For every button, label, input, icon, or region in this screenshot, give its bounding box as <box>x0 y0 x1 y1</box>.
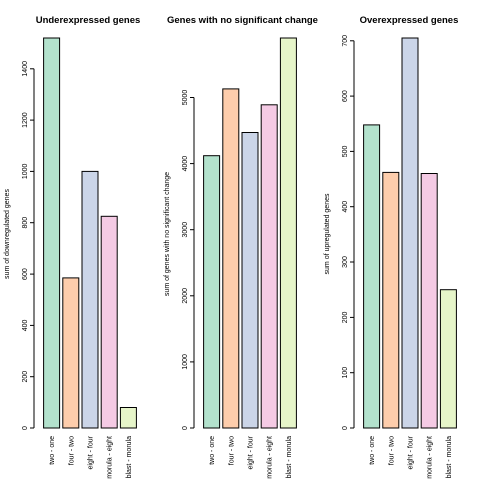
category-label: four - two <box>388 436 395 465</box>
y-tick-label: 1400 <box>22 61 29 77</box>
y-tick-label: 400 <box>342 201 349 213</box>
y-axis-label: sum of downregulated genes <box>4 189 11 279</box>
panel-overexpressed: Overexpressed genes sum of upregulated g… <box>324 15 458 479</box>
y-tick-label: 4000 <box>182 156 189 172</box>
bar <box>119 407 137 429</box>
y-axis-label: sum of genes with no significant change <box>164 172 171 296</box>
category-label: blast - morula <box>446 436 453 479</box>
category-label: morula - eight <box>427 436 434 479</box>
bar <box>363 124 381 429</box>
y-tick-label: 3000 <box>182 222 189 238</box>
bar <box>241 132 259 429</box>
category-label: morula - eight <box>107 436 114 479</box>
bar <box>62 277 80 429</box>
panel-underexpressed: Underexpressed genes sum of downregulate… <box>4 15 140 479</box>
y-tick-label: 0 <box>342 426 349 430</box>
category-label: four - two <box>68 436 75 465</box>
y-tick-label: 700 <box>342 35 349 47</box>
category-label: blast - morula <box>286 436 293 479</box>
y-tick-label: 100 <box>342 367 349 379</box>
y-tick-label: 800 <box>22 217 29 229</box>
y-tick-label: 600 <box>22 268 29 280</box>
plot-area: two - one four - two eight - four morula - … <box>22 37 137 479</box>
category-label: two - one <box>209 436 216 465</box>
y-tick-label: 1000 <box>182 354 189 370</box>
bar <box>382 171 400 429</box>
category-label: eight - four <box>408 435 415 469</box>
y-tick-label: 0 <box>182 426 189 430</box>
y-tick-label: 500 <box>342 145 349 157</box>
y-tick-label: 300 <box>342 256 349 268</box>
y-tick-label: 2000 <box>182 288 189 304</box>
category-label: two - one <box>369 436 376 465</box>
bar <box>81 170 99 429</box>
category-label: blast - morula <box>126 436 133 479</box>
y-tick-label: 600 <box>342 90 349 102</box>
panel-title: Underexpressed genes <box>36 15 141 26</box>
bar <box>100 215 118 429</box>
bar <box>279 37 297 429</box>
category-label: morula - eight <box>267 436 274 479</box>
bar <box>439 289 457 429</box>
panel-title: Genes with no significant change <box>167 15 318 26</box>
category-label: four - two <box>228 436 235 465</box>
y-tick-label: 200 <box>342 311 349 323</box>
bar <box>222 88 240 429</box>
bar <box>420 173 438 429</box>
y-axis-label: sum of upregulated genes <box>324 193 331 274</box>
y-tick-label: 1000 <box>22 164 29 180</box>
y-tick-label: 200 <box>22 371 29 383</box>
panel-title: Overexpressed genes <box>360 15 459 26</box>
bar <box>401 37 419 429</box>
category-label: eight - four <box>248 435 255 469</box>
category-label: two - one <box>49 436 56 465</box>
plot-area: two - one four - two eight - four morula - … <box>342 35 457 479</box>
bar <box>43 37 61 429</box>
bar <box>260 104 278 429</box>
plot-area: two - one four - two eight - four morula - … <box>182 37 297 479</box>
bar <box>203 155 221 429</box>
y-tick-label: 400 <box>22 319 29 331</box>
panel-no-significant-change: Genes with no significant change sum of … <box>164 15 318 479</box>
y-tick-label: 5000 <box>182 90 189 106</box>
y-tick-label: 1200 <box>22 112 29 128</box>
category-label: eight - four <box>88 435 95 469</box>
y-tick-label: 0 <box>22 426 29 430</box>
